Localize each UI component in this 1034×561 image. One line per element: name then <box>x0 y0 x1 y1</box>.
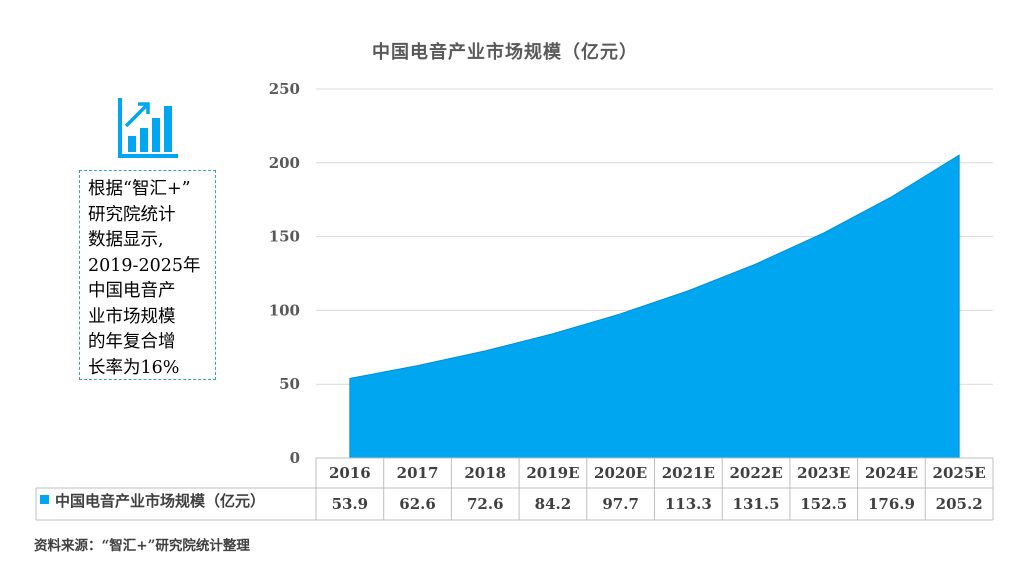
legend-swatch <box>40 495 49 504</box>
source-note: 资料来源：“智汇+”研究院统计整理 <box>34 538 250 554</box>
data-label: 205.2 <box>936 495 983 513</box>
data-label: 97.7 <box>602 495 639 513</box>
x-tick-label: 2016 <box>329 464 371 482</box>
table-legend: 中国电音产业市场规模（亿元） <box>40 490 265 511</box>
data-label: 62.6 <box>399 495 436 513</box>
y-tick-label: 50 <box>279 375 300 393</box>
data-label: 131.5 <box>733 495 780 513</box>
data-label: 152.5 <box>800 495 847 513</box>
y-tick-label: 0 <box>290 449 300 467</box>
note-line: 中国电音产 <box>88 281 176 301</box>
x-tick-label: 2018 <box>464 464 506 482</box>
cagr-note: 根据“智汇+” 研究院统计 数据显示, 2019-2025年 中国电音产 业市场… <box>79 170 216 380</box>
note-line: 根据“智汇+” <box>88 179 191 199</box>
data-label: 113.3 <box>665 495 712 513</box>
note-line: 的年复合增 <box>88 332 176 352</box>
note-line: 长率为16% <box>88 357 180 378</box>
chart-title: 中国电音产业市场规模（亿元） <box>372 42 638 63</box>
x-tick-label: 2021E <box>662 464 715 482</box>
x-tick-label: 2025E <box>933 464 986 482</box>
data-label: 84.2 <box>535 495 572 513</box>
area-series <box>349 154 960 459</box>
y-tick-label: 100 <box>269 301 300 319</box>
note-line: 业市场规模 <box>88 306 176 327</box>
note-line: 研究院统计 <box>88 204 176 225</box>
y-tick-label: 150 <box>269 228 300 246</box>
x-tick-label: 2019E <box>526 464 579 482</box>
note-line: 数据显示, <box>88 230 164 250</box>
x-tick-label: 2024E <box>865 464 918 482</box>
x-tick-label: 2020E <box>594 464 647 482</box>
x-tick-label: 2023E <box>797 464 850 482</box>
y-tick-label: 200 <box>269 154 300 172</box>
x-tick-label: 2017 <box>397 464 439 482</box>
x-tick-label: 2022E <box>729 464 782 482</box>
growth-chart-icon <box>118 98 178 158</box>
data-label: 176.9 <box>868 495 915 513</box>
note-line: 2019-2025年 <box>88 255 201 276</box>
legend-label: 中国电音产业市场规模（亿元） <box>55 492 266 510</box>
y-tick-label: 250 <box>269 80 300 98</box>
data-label: 72.6 <box>467 495 504 513</box>
data-label: 53.9 <box>332 495 369 513</box>
